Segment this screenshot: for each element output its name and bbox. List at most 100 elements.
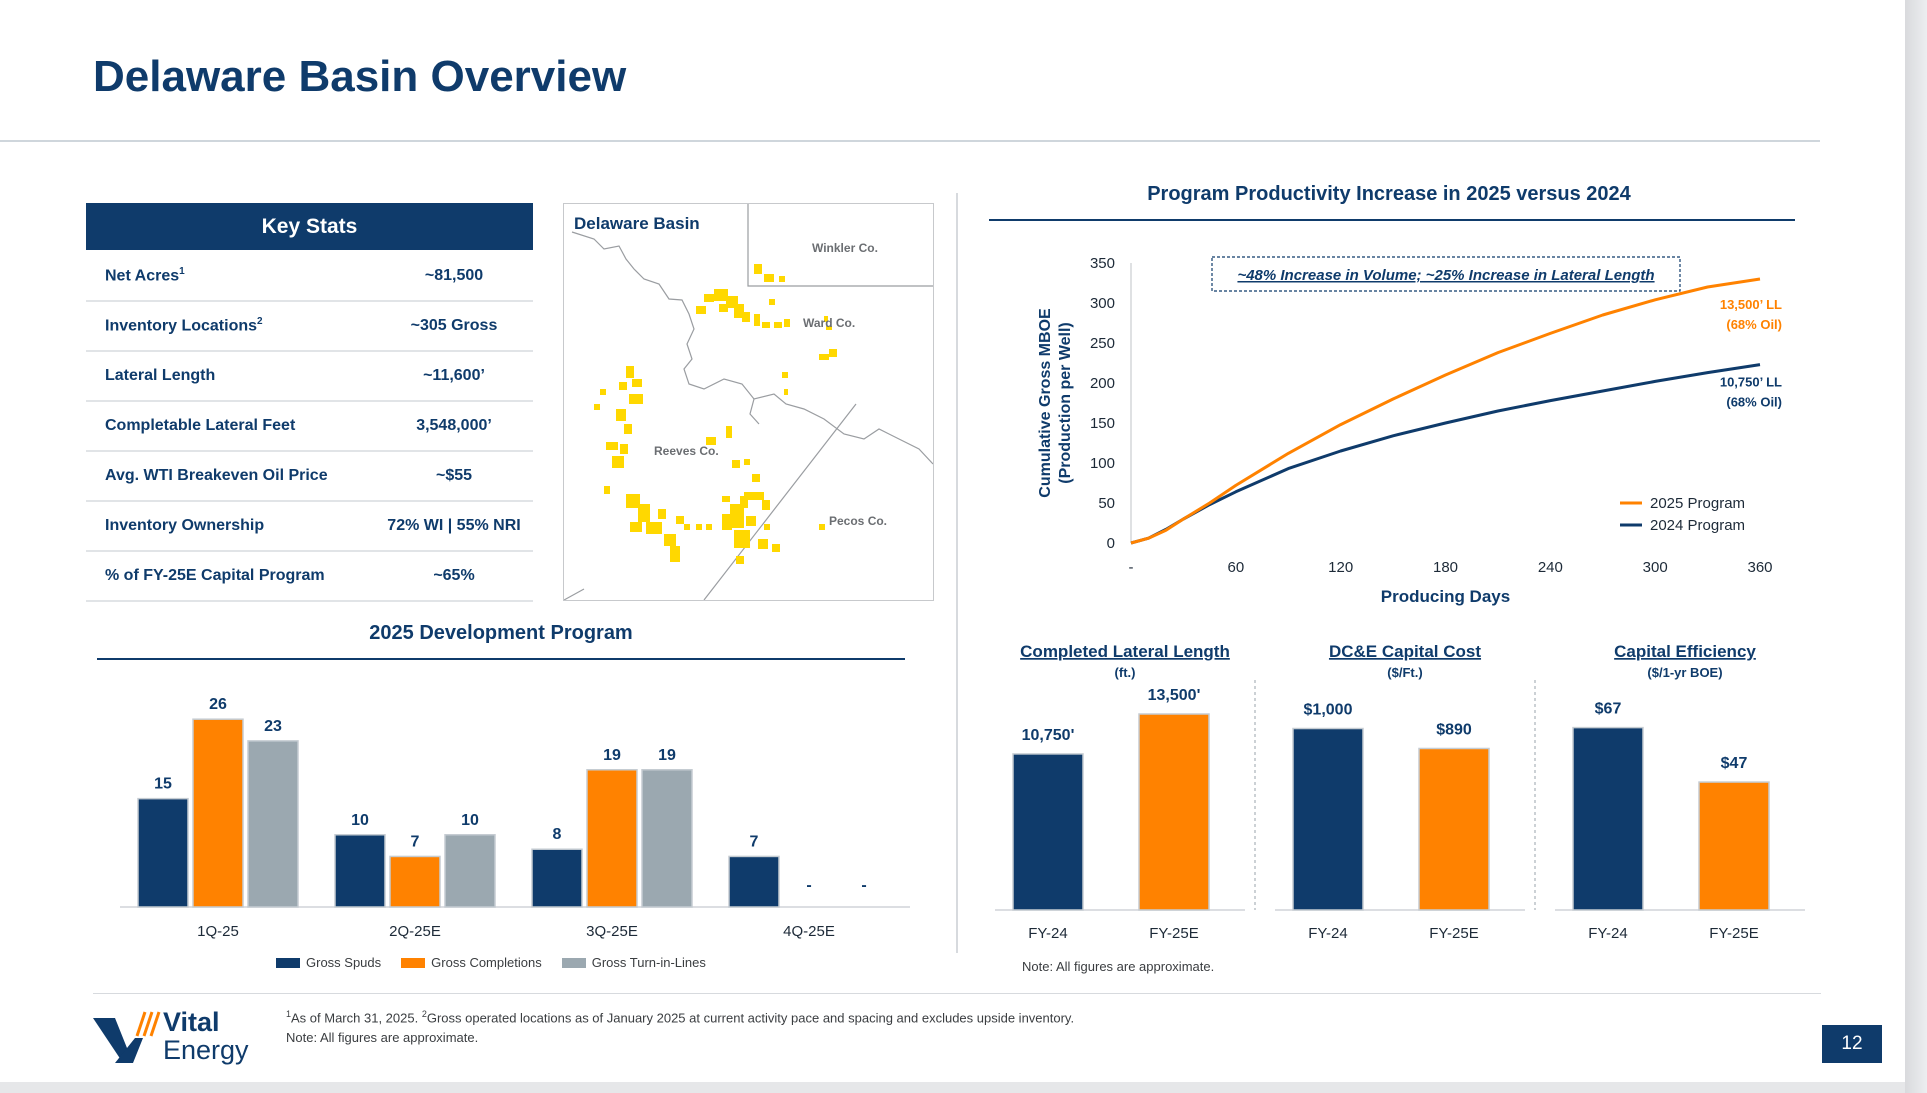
stat-value: ~$55 — [435, 467, 473, 484]
panel-bar — [1418, 747, 1490, 911]
y-tick-label: 0 — [1107, 535, 1115, 552]
legend-gross-completions: Gross Completions — [401, 955, 542, 970]
stat-value: ~11,600’ — [423, 367, 485, 384]
map-graphic — [564, 204, 933, 600]
productivity-line-chart: 0 50 100 150 200 250 300 350 - 60 120 180 240 300 360 P… — [1037, 255, 1782, 606]
title-divider — [0, 140, 1820, 142]
annotation-text: ~48% Increase in Volume; ~25% Increase i… — [1237, 267, 1654, 284]
panel-bar — [1292, 727, 1364, 911]
map-title: Delaware Basin — [574, 214, 700, 233]
line-chart-title: Program Productivity Increase in 2025 ve… — [1147, 183, 1631, 205]
series-2025-line — [1130, 277, 1761, 545]
delaware-basin-map: Delaware Basin — [563, 203, 934, 601]
bar-value-label: 19 — [603, 747, 621, 764]
x-tick-label: 360 — [1747, 559, 1772, 576]
y-tick-label: 50 — [1098, 495, 1115, 512]
stat-row: Lateral Length ~11,600’ — [86, 352, 533, 402]
stat-label: Net Acres1 — [105, 266, 185, 285]
panel-bar-value-label: 10,750' — [1022, 727, 1075, 744]
pecos-county-label: Pecos Co. — [829, 514, 888, 528]
bar-value-label: 15 — [154, 776, 172, 793]
y-axis-title-line: (Production per Well) — [1057, 322, 1074, 483]
stat-value: ~305 Gross — [410, 317, 498, 334]
winkler-county-label: Winkler Co. — [812, 241, 878, 255]
stat-value: ~81,500 — [424, 267, 484, 284]
logo-mark-icon — [93, 1011, 161, 1063]
footer-divider — [93, 993, 1821, 994]
bar — [586, 769, 638, 908]
stat-label: Inventory Ownership — [105, 517, 265, 534]
panel-category-label: FY-25E — [1709, 925, 1758, 942]
stat-footnote-marker: 1 — [179, 266, 185, 278]
legend-swatch — [561, 957, 586, 968]
panel-bar — [1698, 781, 1770, 911]
stat-footnote-marker: 2 — [257, 316, 263, 328]
x-tick-label: 60 — [1227, 559, 1244, 576]
logo-line2: Energy — [163, 1035, 249, 1065]
dev-program-title: 2025 Development Program — [369, 622, 633, 644]
legend-gross-spuds: Gross Spuds — [276, 955, 381, 970]
bar — [192, 718, 244, 908]
x-tick-label: 300 — [1643, 559, 1668, 576]
page-number: 12 — [1822, 1025, 1882, 1063]
stat-value: 72% WI | 55% NRI — [387, 517, 521, 534]
bar — [531, 848, 583, 908]
bar-value-label: 7 — [750, 833, 759, 850]
stat-label: Avg. WTI Breakeven Oil Price — [105, 467, 328, 484]
panel-bar-value-label: $1,000 — [1304, 702, 1353, 719]
stat-row: Inventory Ownership 72% WI | 55% NRI — [86, 502, 533, 552]
bar-value-label: 23 — [264, 718, 282, 735]
category-label: 1Q-25 — [197, 923, 239, 940]
dev-program-legend: Gross Spuds Gross Completions Gross Turn… — [276, 955, 726, 970]
category-label: 3Q-25E — [586, 923, 638, 940]
panel-title: Completed Lateral Length — [1020, 642, 1230, 661]
panel-category-label: FY-24 — [1028, 925, 1067, 942]
bar — [389, 855, 441, 908]
legend-swatch — [401, 957, 426, 968]
x-tick-label: - — [1129, 559, 1134, 576]
logo-line1: Vital — [163, 1007, 220, 1037]
stat-row: Net Acres1 ~81,500 — [86, 252, 533, 302]
legend-label: 2024 Program — [1650, 517, 1745, 534]
page-title: Delaware Basin Overview — [93, 52, 627, 101]
x-tick-label: 180 — [1433, 559, 1458, 576]
y-tick-label: 100 — [1090, 455, 1115, 472]
reeves-pecos-border — [564, 588, 585, 600]
panel-subtitle: ($/Ft.) — [1387, 665, 1422, 680]
stat-row: % of FY-25E Capital Program ~65% — [86, 552, 533, 602]
series-end-label: (68% Oil) — [1726, 317, 1782, 332]
series-end-label: 10,750’ LL — [1720, 375, 1782, 390]
bar — [728, 855, 780, 908]
footnote-1: As of March 31, 2025. — [291, 1010, 422, 1026]
line-chart-title-rule — [989, 219, 1795, 221]
panel-title: DC&E Capital Cost — [1329, 642, 1481, 661]
column-divider — [956, 193, 958, 953]
comparison-bar-charts: Completed Lateral Length (ft.) 10,750' FY-2… — [995, 642, 1805, 942]
stat-value: ~65% — [433, 567, 475, 584]
panel-bar-value-label: $67 — [1595, 701, 1622, 718]
legend-label: Gross Spuds — [306, 955, 382, 970]
y-axis-title-line: Cumulative Gross MBOE — [1037, 308, 1054, 498]
bar-value-label: 19 — [658, 747, 676, 764]
series-end-label: (68% Oil) — [1726, 395, 1782, 410]
panel-bar — [1012, 753, 1084, 911]
state-border-line — [571, 231, 933, 465]
series-end-label: 13,500’ LL — [1720, 297, 1782, 312]
approx-note: Note: All figures are approximate. — [1022, 959, 1215, 974]
development-program-bar-chart: 15 26 23 1Q-25 10 7 10 2Q-25E 8 19 19 3Q-25E 7 - - 4Q-2… — [120, 696, 910, 940]
panel-bar — [1138, 713, 1210, 911]
category-label: 4Q-25E — [783, 923, 835, 940]
y-tick-label: 250 — [1090, 335, 1115, 352]
stat-row: Avg. WTI Breakeven Oil Price ~$55 — [86, 452, 533, 502]
x-axis-title: Producing Days — [1381, 587, 1510, 606]
winkler-county-border — [747, 204, 933, 287]
panel-bar-value-label: 13,500' — [1148, 687, 1201, 704]
bar — [641, 769, 693, 908]
y-tick-label: 150 — [1090, 415, 1115, 432]
legend-label: Gross Completions — [431, 955, 542, 970]
panel-title: Capital Efficiency — [1614, 642, 1756, 661]
panel-bar-value-label: $47 — [1721, 755, 1748, 772]
y-tick-label: 300 — [1090, 295, 1115, 312]
footnote-2: Gross operated locations as of January 2… — [426, 1010, 1075, 1026]
legend-label: 2025 Program — [1650, 495, 1745, 512]
